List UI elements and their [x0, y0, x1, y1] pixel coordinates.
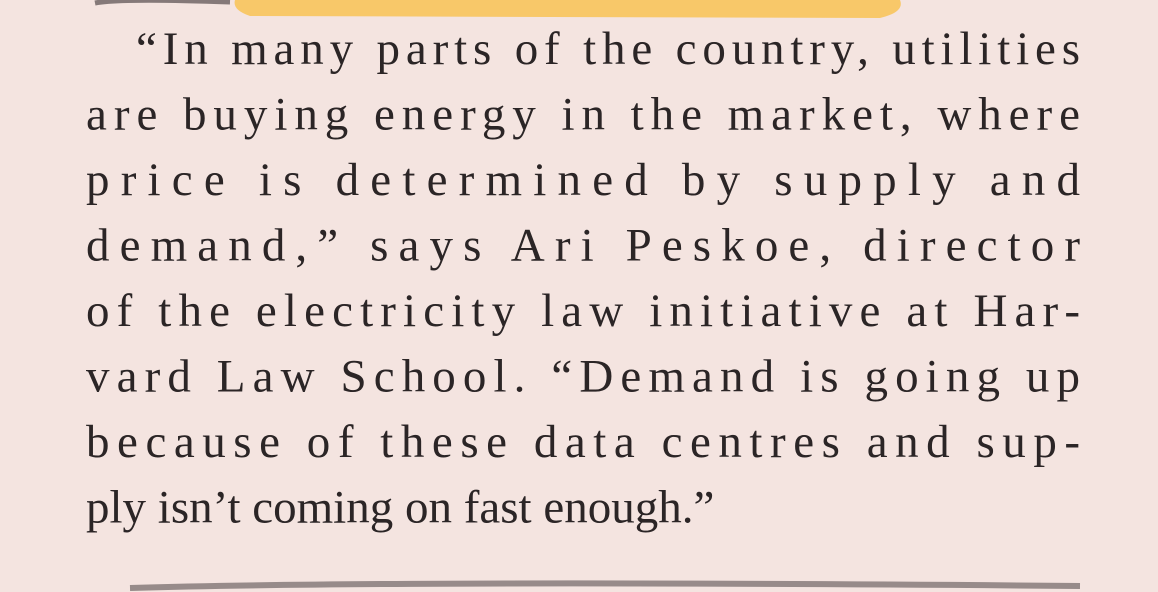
text-line: demand,” says Ari Peskoe, director: [86, 220, 1080, 272]
highlight: [234, 0, 901, 18]
text-line: because of these data centres and sup-: [86, 416, 1080, 468]
cut-off-text: [94, 0, 231, 6]
text-line: vard Law School. “Demand is going up: [86, 351, 1080, 403]
text-line: ply isn’t coming on fast enough.”: [86, 482, 714, 534]
cut-off-text: [129, 580, 1081, 591]
text-line: “In many parts of the country, utilities: [136, 23, 1080, 75]
